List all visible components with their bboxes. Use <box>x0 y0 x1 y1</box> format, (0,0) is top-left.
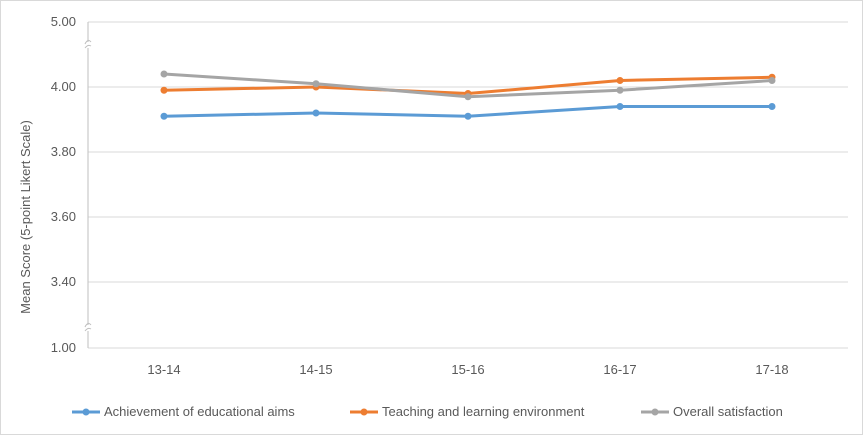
y-tick-label: 3.60 <box>51 209 76 224</box>
axes <box>83 22 93 348</box>
series-0 <box>160 103 776 120</box>
series-2 <box>160 70 776 101</box>
data-point <box>464 112 472 120</box>
y-tick-label: 3.40 <box>51 274 76 289</box>
data-point <box>616 77 624 84</box>
x-tick-label: 17-18 <box>755 362 788 377</box>
legend-swatch-marker <box>360 408 368 416</box>
series-group <box>160 70 776 120</box>
data-point <box>160 112 168 120</box>
legend-swatch-marker <box>651 408 659 416</box>
data-point <box>312 109 320 117</box>
legend-label: Overall satisfaction <box>673 404 783 419</box>
data-point <box>768 103 776 110</box>
data-point <box>768 77 776 84</box>
axis-break-mark <box>84 327 92 332</box>
data-point <box>312 80 320 88</box>
legend-swatch-marker <box>82 408 90 416</box>
data-point <box>616 103 624 110</box>
data-point <box>160 86 168 94</box>
axis-break-mark <box>84 44 92 49</box>
data-point <box>160 70 168 78</box>
x-tick-label: 13-14 <box>147 362 180 377</box>
axis-break-mark <box>84 39 92 45</box>
x-tick-label: 14-15 <box>299 362 332 377</box>
x-tick-label: 15-16 <box>451 362 484 377</box>
y-tick-label: 4.00 <box>51 79 76 94</box>
data-point <box>616 86 624 94</box>
y-tick-label: 5.00 <box>51 14 76 29</box>
gridlines <box>88 21 848 349</box>
axis-break-mark <box>84 322 92 328</box>
legend-item: Achievement of educational aims <box>72 404 295 419</box>
data-point <box>464 93 472 101</box>
legend-item: Overall satisfaction <box>641 404 783 419</box>
y-tick-labels: 1.00 3.40 3.60 3.80 4.00 5.00 <box>51 14 76 355</box>
legend-label: Achievement of educational aims <box>104 404 295 419</box>
y-tick-label: 3.80 <box>51 144 76 159</box>
y-axis-title: Mean Score (5-point Likert Scale) <box>18 120 33 314</box>
x-tick-label: 16-17 <box>603 362 636 377</box>
legend: Achievement of educational aims Teaching … <box>72 404 783 419</box>
legend-item: Teaching and learning environment <box>350 404 585 419</box>
y-tick-label: 1.00 <box>51 340 76 355</box>
legend-label: Teaching and learning environment <box>382 404 585 419</box>
x-tick-labels: 13-14 14-15 15-16 16-17 17-18 <box>147 362 788 377</box>
